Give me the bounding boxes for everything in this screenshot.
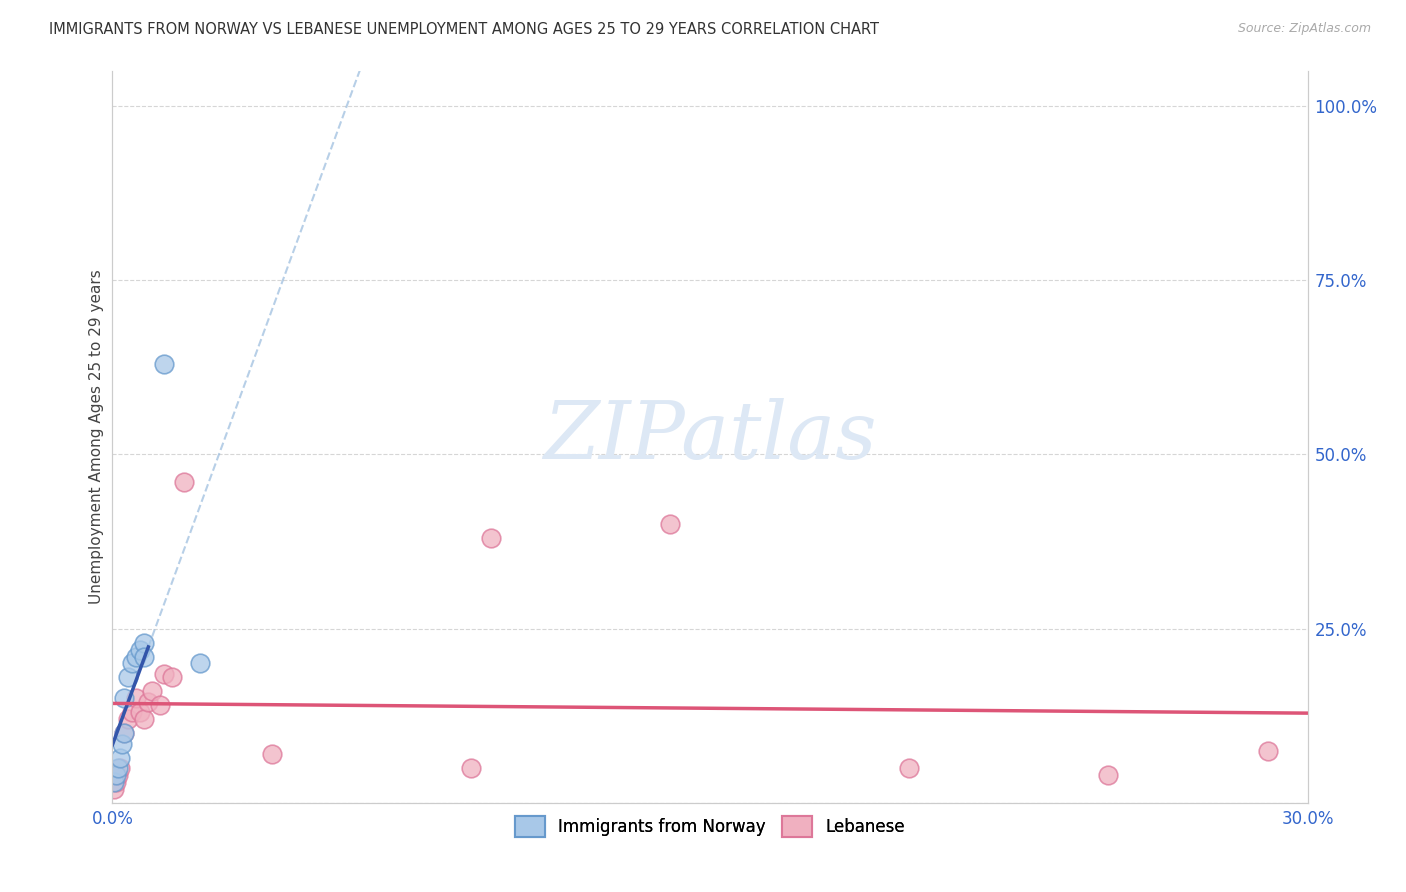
Point [162, 670, 183, 684]
Point [107, 768, 129, 782]
Point [117, 712, 139, 726]
Point [129, 705, 152, 719]
Point [1097, 768, 1119, 782]
Point [121, 657, 143, 671]
Text: ZIPatlas: ZIPatlas [543, 399, 877, 475]
Point [110, 761, 132, 775]
Point [141, 684, 163, 698]
Point [110, 750, 132, 764]
Point [114, 726, 135, 740]
Point [121, 705, 143, 719]
Point [129, 642, 152, 657]
Point [134, 712, 156, 726]
Point [105, 768, 128, 782]
Point [460, 761, 482, 775]
Point [173, 475, 195, 490]
Point [114, 691, 135, 706]
Point [125, 649, 148, 664]
Point [117, 670, 139, 684]
Point [105, 775, 128, 789]
Point [107, 761, 129, 775]
Point [149, 698, 172, 713]
Point [138, 695, 160, 709]
Legend: Immigrants from Norway, Lebanese: Immigrants from Norway, Lebanese [506, 807, 914, 846]
Text: IMMIGRANTS FROM NORWAY VS LEBANESE UNEMPLOYMENT AMONG AGES 25 TO 29 YEARS CORREL: IMMIGRANTS FROM NORWAY VS LEBANESE UNEMP… [49, 22, 879, 37]
Point [188, 657, 211, 671]
Point [111, 737, 134, 751]
Point [103, 775, 125, 789]
Point [134, 649, 156, 664]
Point [898, 761, 921, 775]
Y-axis label: Unemployment Among Ages 25 to 29 years: Unemployment Among Ages 25 to 29 years [89, 269, 104, 605]
Point [153, 357, 176, 371]
Point [260, 747, 283, 761]
Point [153, 667, 176, 681]
Point [659, 517, 682, 532]
Point [114, 726, 135, 740]
Point [103, 781, 125, 796]
Point [1257, 743, 1279, 757]
Point [125, 691, 148, 706]
Text: Source: ZipAtlas.com: Source: ZipAtlas.com [1237, 22, 1371, 36]
Point [134, 635, 156, 649]
Point [479, 531, 502, 545]
